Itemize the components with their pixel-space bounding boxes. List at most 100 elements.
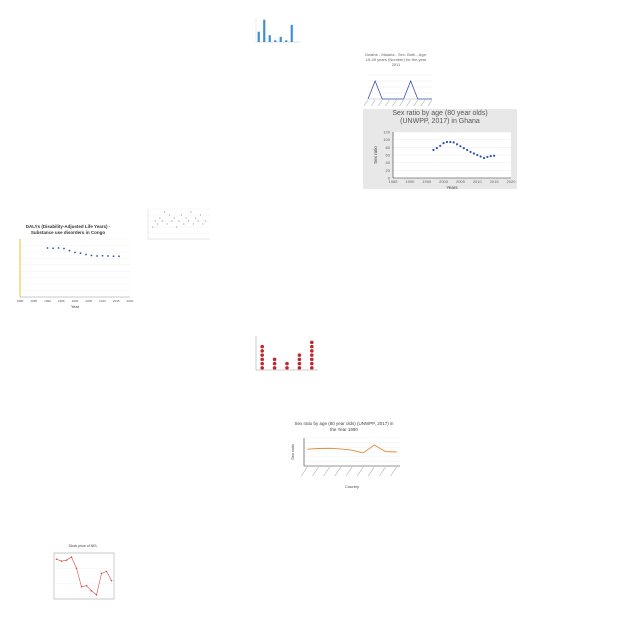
chart-4	[147, 208, 210, 240]
chart-6-point	[260, 344, 264, 349]
chart-8-point	[65, 558, 68, 561]
chart-6-point	[297, 353, 302, 357]
chart-3-x-tick-label: 2020	[507, 179, 517, 184]
chart-3-y-tick-label: 60	[386, 153, 391, 158]
chart-2-tick-label	[413, 99, 419, 107]
chart-4-point	[152, 226, 154, 228]
chart-4-point	[192, 223, 194, 225]
chart-4-point	[156, 223, 159, 225]
chart-5-x-tick-label: 2005	[85, 299, 92, 303]
chart-5-x-axis-label: Year	[71, 304, 80, 309]
chart-1-bar	[257, 31, 260, 42]
chart-5-point	[101, 254, 104, 257]
chart-8-point	[105, 570, 108, 572]
chart-4-point	[199, 214, 202, 216]
chart-7: Country Sex ratio	[290, 437, 400, 489]
chart-3-point	[432, 148, 435, 152]
chart-6-point	[310, 344, 314, 349]
chart-2-tick-label	[406, 99, 411, 107]
chart-7-tick-label	[345, 466, 353, 477]
chart-5-x-tick-label: 2020	[127, 299, 134, 303]
chart-3-point	[452, 141, 455, 144]
chart-6-point	[285, 361, 289, 366]
chart-6-point	[310, 340, 314, 345]
chart-2-tick-label	[420, 99, 426, 107]
chart-5-point	[63, 247, 65, 250]
chart-4-point	[154, 220, 156, 222]
chart-1-bar	[279, 36, 282, 42]
chart-6-point	[310, 353, 314, 357]
chart-4-point	[173, 217, 175, 219]
chart-3-point	[486, 155, 489, 159]
chart-8-point	[85, 584, 88, 587]
chart-3-point	[479, 155, 482, 158]
chart-6-point	[260, 349, 264, 353]
chart-3-point	[449, 140, 452, 144]
chart-7-tick-label	[334, 466, 342, 477]
chart-4-point	[180, 214, 182, 216]
chart-6-point	[310, 361, 314, 366]
chart-3-x-axis-label: Years	[446, 185, 458, 190]
chart-3-y-tick-label: 80	[386, 145, 391, 150]
chart-5-title: DALYs (Disability-Adjusted Life Years) -…	[25, 224, 111, 235]
chart-3-x-tick-label: 2010	[473, 179, 483, 184]
chart-8-series-line	[56, 556, 112, 595]
chart-6-point	[285, 366, 289, 370]
chart-8-point	[70, 555, 73, 558]
chart-6-point	[260, 361, 264, 366]
chart-4-point	[178, 220, 180, 222]
chart-6-point	[310, 357, 314, 362]
chart-6-point	[260, 353, 264, 357]
chart-1-bar	[274, 40, 277, 42]
chart-3-y-tick-label: 0	[388, 176, 391, 181]
chart-4-point	[190, 211, 192, 213]
chart-4-point	[185, 217, 187, 219]
chart-5-point	[57, 247, 60, 249]
chart-6-point	[260, 366, 264, 370]
chart-3-y-tick-label: 20	[386, 168, 391, 173]
chart-6-point	[310, 366, 314, 370]
chart-7-series-line	[307, 444, 397, 454]
chart-3-point	[482, 156, 486, 160]
chart-4-point	[159, 217, 161, 219]
chart-6-point	[272, 361, 277, 366]
chart-7-tick-label	[379, 466, 386, 477]
chart-5-point	[85, 253, 87, 256]
chart-3-y-tick-label: 40	[386, 160, 391, 165]
chart-6-point	[297, 357, 302, 362]
chart-5-point	[74, 251, 76, 254]
chart-6-point	[297, 366, 302, 370]
chart-3-point	[469, 150, 472, 154]
chart-8	[53, 552, 115, 599]
chart-4-point	[168, 214, 171, 216]
chart-5-point	[107, 255, 109, 257]
chart-4-point	[176, 226, 178, 228]
chart-6-point	[272, 366, 277, 370]
chart-5-x-tick-label: 1995	[58, 299, 65, 303]
chart-5-point	[96, 255, 98, 257]
chart-7-tick-label	[368, 466, 375, 477]
chart-3-point	[459, 145, 462, 148]
chart-3-point	[476, 153, 479, 157]
chart-8-point	[95, 593, 98, 596]
chart-7-y-axis-label: Sex ratio	[290, 443, 295, 460]
chart-7-panel: Sex ratio by age (80 year olds) (UNWPP, …	[284, 421, 404, 493]
chart-8-point	[60, 559, 63, 562]
chart-6-panel	[242, 328, 322, 382]
chart-2-tick-label	[377, 99, 383, 107]
chart-3-panel: Sex ratio by age (80 year olds) (UNWPP, …	[363, 109, 517, 190]
chart-5-x-tick-label: 1990	[44, 299, 51, 303]
chart-4-point	[187, 220, 190, 222]
chart-2	[363, 74, 433, 107]
chart-3-point	[435, 147, 438, 150]
chart-1-bar	[290, 24, 293, 42]
chart-3-point	[462, 147, 465, 150]
chart-5-point	[79, 252, 82, 255]
chart-8-point	[110, 579, 113, 581]
chart-7-title: Sex ratio by age (80 year olds) (UNWPP, …	[294, 421, 394, 432]
chart-3-x-tick-label: 2005	[456, 179, 466, 184]
chart-3-x-tick-label: 1995	[422, 179, 432, 184]
chart-8-title: Stock price of NEL	[68, 544, 98, 548]
chart-6-point	[272, 357, 277, 362]
chart-8-plot-frame	[53, 552, 115, 599]
